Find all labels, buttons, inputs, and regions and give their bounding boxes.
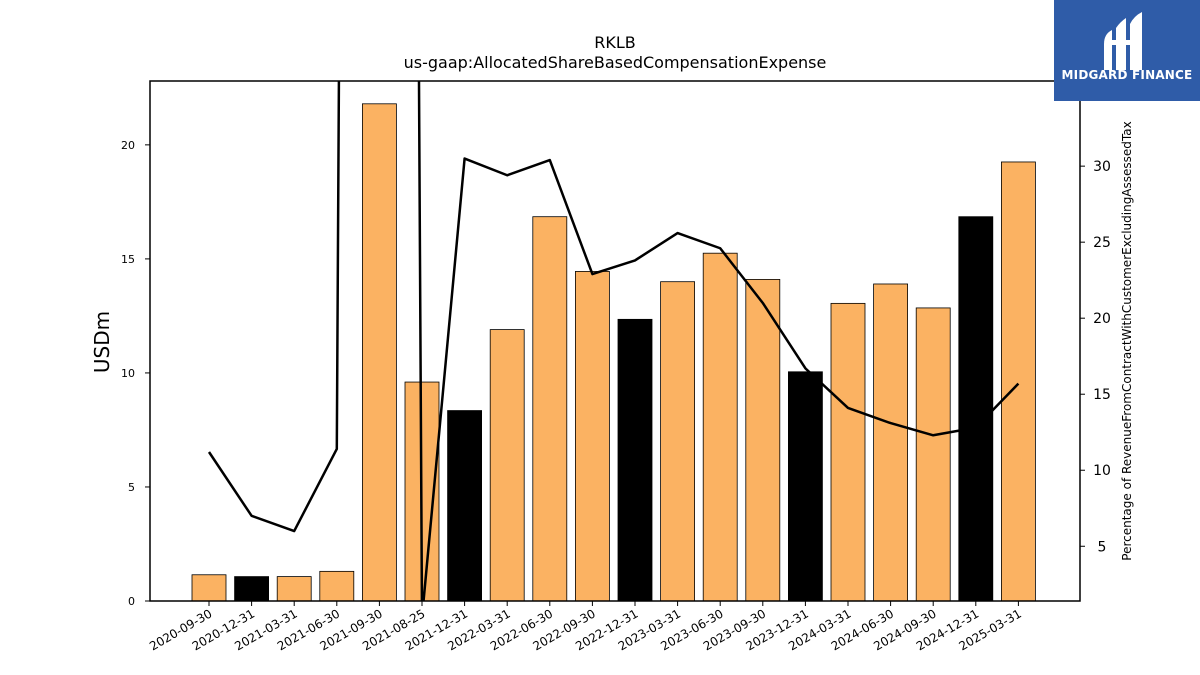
- bar: [915, 307, 951, 602]
- bar: [447, 410, 483, 602]
- y2-axis-label: Percentage of RevenueFromContractWithCus…: [1120, 121, 1134, 560]
- y2-tick-label: 25: [1093, 235, 1111, 251]
- bar: [830, 302, 866, 602]
- y-tick-label: 15: [121, 253, 135, 266]
- y-tick-label: 20: [121, 139, 135, 152]
- y-tick-label: 5: [128, 481, 135, 494]
- bar: [660, 281, 695, 602]
- y2-tick-label: 15: [1093, 387, 1111, 403]
- y2-tick-label: 30: [1093, 159, 1111, 175]
- y2-tick-label: 20: [1093, 311, 1111, 327]
- bar: [788, 371, 823, 602]
- brand-name: MIDGARD FINANCE: [1061, 68, 1193, 82]
- bar: [276, 576, 312, 602]
- bar: [234, 576, 270, 602]
- bar: [958, 216, 994, 602]
- bar: [575, 271, 610, 602]
- bar: [489, 329, 525, 602]
- brand-logo: MIDGARD FINANCE: [1054, 0, 1200, 101]
- midgard-logo-icon: [1104, 12, 1142, 70]
- bar: [617, 318, 653, 602]
- bar: [745, 279, 781, 602]
- chart-subtitle: us-gaap:AllocatedShareBasedCompensationE…: [404, 53, 827, 72]
- y-tick-label: 10: [121, 367, 135, 380]
- series-line: [207, 81, 1020, 601]
- y-axis-label: USDm: [90, 311, 114, 373]
- bar: [702, 252, 738, 602]
- bar: [532, 216, 568, 602]
- y-tick-label: 0: [128, 595, 135, 608]
- bar: [361, 103, 397, 602]
- bar: [873, 283, 908, 602]
- bar: [191, 574, 227, 602]
- y2-tick-label: 10: [1093, 463, 1111, 479]
- bar: [1001, 161, 1036, 602]
- bar: [319, 570, 355, 602]
- y2-tick-label: 5: [1098, 539, 1107, 555]
- chart-title: RKLB: [594, 33, 636, 52]
- plot-frame: [149, 80, 1081, 602]
